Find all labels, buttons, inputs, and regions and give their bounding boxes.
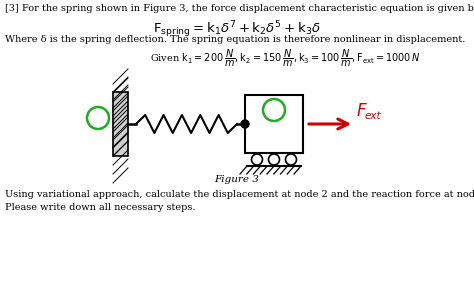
Text: 1: 1 (94, 113, 102, 123)
Bar (245, 95, 303, 153)
Circle shape (285, 154, 297, 165)
Circle shape (241, 120, 249, 128)
Text: $\mathit{F}$: $\mathit{F}$ (356, 102, 368, 120)
Circle shape (87, 107, 109, 129)
Circle shape (268, 154, 280, 165)
Text: [3] For the spring shown in Figure 3, the force displacement characteristic equa: [3] For the spring shown in Figure 3, th… (5, 4, 474, 13)
Text: Using variational approach, calculate the displacement at node 2 and the reactio: Using variational approach, calculate th… (5, 190, 474, 199)
Text: Please write down all necessary steps.: Please write down all necessary steps. (5, 203, 195, 212)
Text: Given $\mathrm{k_1} = 200\,\dfrac{N}{m},\mathrm{k_2} = 150\,\dfrac{N}{m},\mathrm: Given $\mathrm{k_1} = 200\,\dfrac{N}{m},… (150, 48, 421, 69)
Text: 2: 2 (270, 105, 278, 115)
Bar (113, 92, 128, 156)
Text: Figure 3: Figure 3 (215, 175, 259, 184)
Text: ext: ext (365, 111, 382, 121)
Circle shape (263, 99, 285, 121)
Circle shape (252, 154, 263, 165)
Text: Where δ is the spring deflection. The spring equation is therefore nonlinear in : Where δ is the spring deflection. The sp… (5, 35, 465, 44)
Text: $\mathrm{F_{spring}} = \mathrm{k_1}\delta^7 + \mathrm{k_2}\delta^5 + \mathrm{k_3: $\mathrm{F_{spring}} = \mathrm{k_1}\delt… (153, 19, 321, 39)
